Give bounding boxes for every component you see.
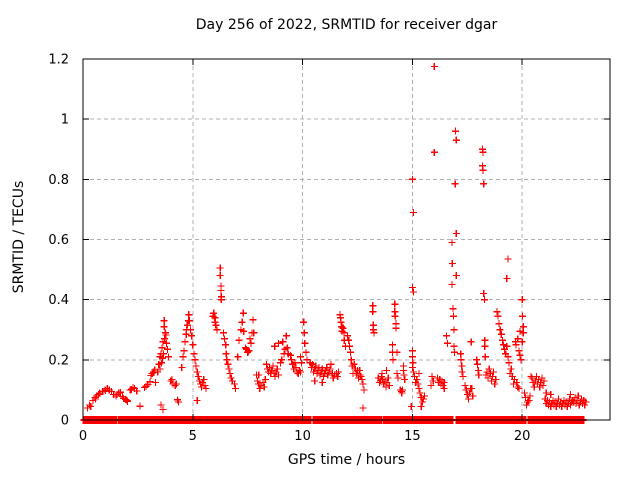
x-tick-label: 10	[294, 429, 311, 444]
x-tick-label: 5	[189, 429, 197, 444]
y-tick-label: 0.2	[48, 353, 69, 368]
scatter-points	[83, 63, 590, 413]
y-tick-label: 0	[61, 414, 69, 429]
y-tick-label: 0.6	[48, 233, 69, 248]
y-tick-label: 1	[61, 113, 69, 128]
x-tick-label: 0	[79, 429, 87, 444]
x-tick-label: 20	[514, 429, 531, 444]
x-tick-label: 15	[404, 429, 421, 444]
y-tick-label: 0.8	[48, 173, 69, 188]
y-tick-label: 0.4	[48, 293, 69, 308]
y-tick-label: 1.2	[48, 53, 69, 68]
chart-title: Day 256 of 2022, SRMTID for receiver dga…	[195, 17, 498, 33]
x-axis-label: GPS time / hours	[287, 452, 406, 468]
